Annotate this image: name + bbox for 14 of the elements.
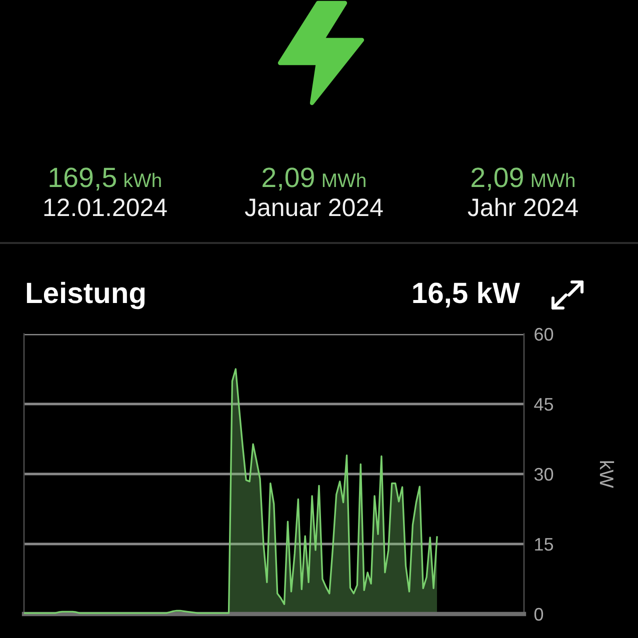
text: 16,5 kW: [413, 282, 520, 308]
text: 169,5 kWh: [50, 168, 161, 191]
y-tick-label: 60: [534, 328, 554, 341]
text: Januar 2024: [244, 198, 383, 216]
y-tick-label: 15: [535, 538, 554, 551]
text: 12.01.2024: [44, 198, 167, 216]
chart-title: Leistung: [26, 282, 145, 310]
y-axis-title: kW: [600, 461, 614, 488]
text: 2,09 MWh: [472, 168, 574, 191]
text: Jahr 2024: [468, 198, 578, 216]
text: 2,09 MWh: [262, 168, 366, 191]
y-tick-label: 45: [534, 398, 554, 411]
y-tick-label: 30: [534, 468, 554, 481]
y-tick-label: 0: [534, 608, 544, 621]
